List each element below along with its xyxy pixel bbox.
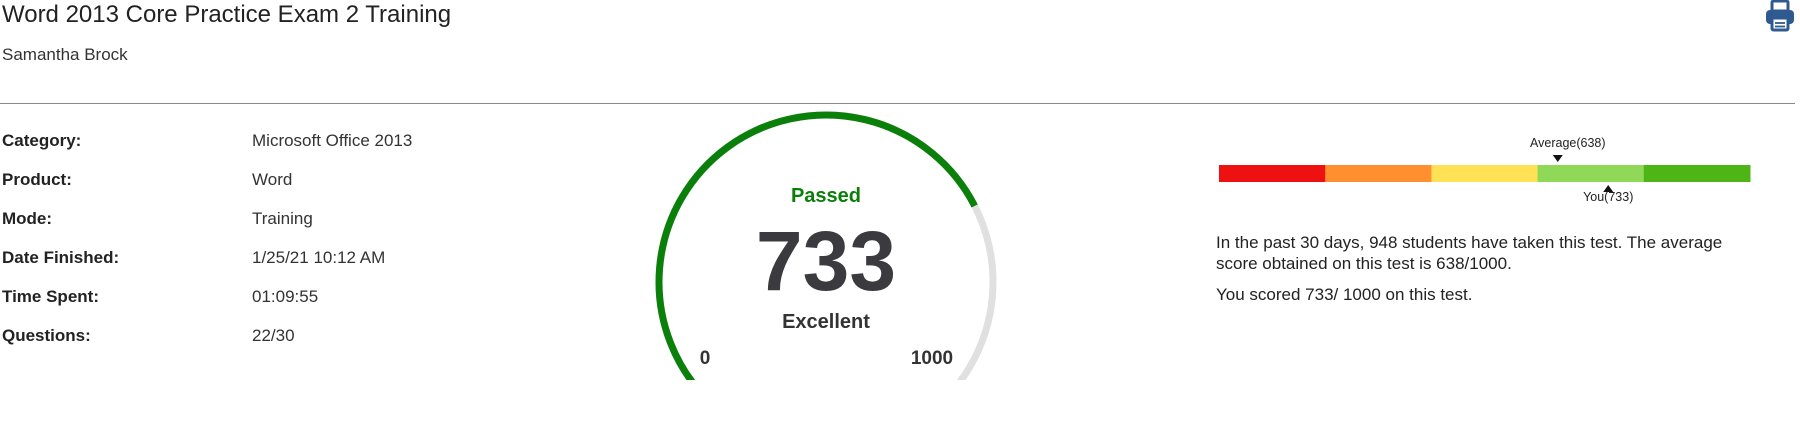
detail-value: Microsoft Office 2013 bbox=[252, 131, 413, 150]
detail-label: Date Finished: bbox=[2, 248, 120, 267]
detail-label: Time Spent: bbox=[2, 287, 99, 306]
gauge-min-label: 0 bbox=[700, 348, 711, 369]
you-marker bbox=[1603, 185, 1614, 192]
gauge-max-label: 1000 bbox=[911, 348, 953, 369]
distribution-band bbox=[1325, 165, 1432, 182]
print-button[interactable] bbox=[1764, 0, 1796, 32]
score-summary: In the past 30 days, 948 students have t… bbox=[1216, 232, 1756, 315]
you-label: You(733) bbox=[1583, 190, 1633, 204]
summary-statistics-text: In the past 30 days, 948 students have t… bbox=[1216, 233, 1723, 273]
score-rating: Excellent bbox=[782, 311, 870, 333]
detail-value: 01:09:55 bbox=[252, 287, 319, 306]
distribution-band bbox=[1643, 165, 1751, 182]
pass-status: Passed bbox=[791, 185, 861, 207]
detail-value: 22/30 bbox=[252, 326, 295, 345]
distribution-band bbox=[1431, 165, 1539, 182]
header-divider bbox=[0, 103, 1795, 104]
average-marker bbox=[1552, 155, 1563, 162]
detail-label: Product: bbox=[2, 170, 72, 189]
detail-label: Mode: bbox=[2, 209, 53, 228]
detail-label: Category: bbox=[2, 131, 82, 150]
printer-icon bbox=[1766, 0, 1794, 32]
page-title: Word 2013 Core Practice Exam 2 Training bbox=[2, 1, 452, 28]
detail-value: 1/25/21 10:12 AM bbox=[252, 248, 386, 267]
average-label: Average(638) bbox=[1530, 136, 1606, 150]
distribution-band bbox=[1219, 165, 1326, 182]
detail-label: Questions: bbox=[2, 326, 91, 345]
detail-value: Training bbox=[252, 209, 313, 228]
distribution-band bbox=[1537, 165, 1645, 182]
gauge-fill bbox=[655, 111, 978, 380]
score-gauge: Passed 733 Excellent 0 1000 bbox=[655, 111, 997, 380]
detail-value: Word bbox=[252, 170, 293, 189]
student-name: Samantha Brock bbox=[2, 45, 128, 64]
summary-your-score-text: You scored 733/ 1000 on this test. bbox=[1216, 285, 1473, 304]
score-distribution-bar: Average(638) You(733) bbox=[1219, 136, 1751, 204]
score-value: 733 bbox=[756, 214, 896, 308]
